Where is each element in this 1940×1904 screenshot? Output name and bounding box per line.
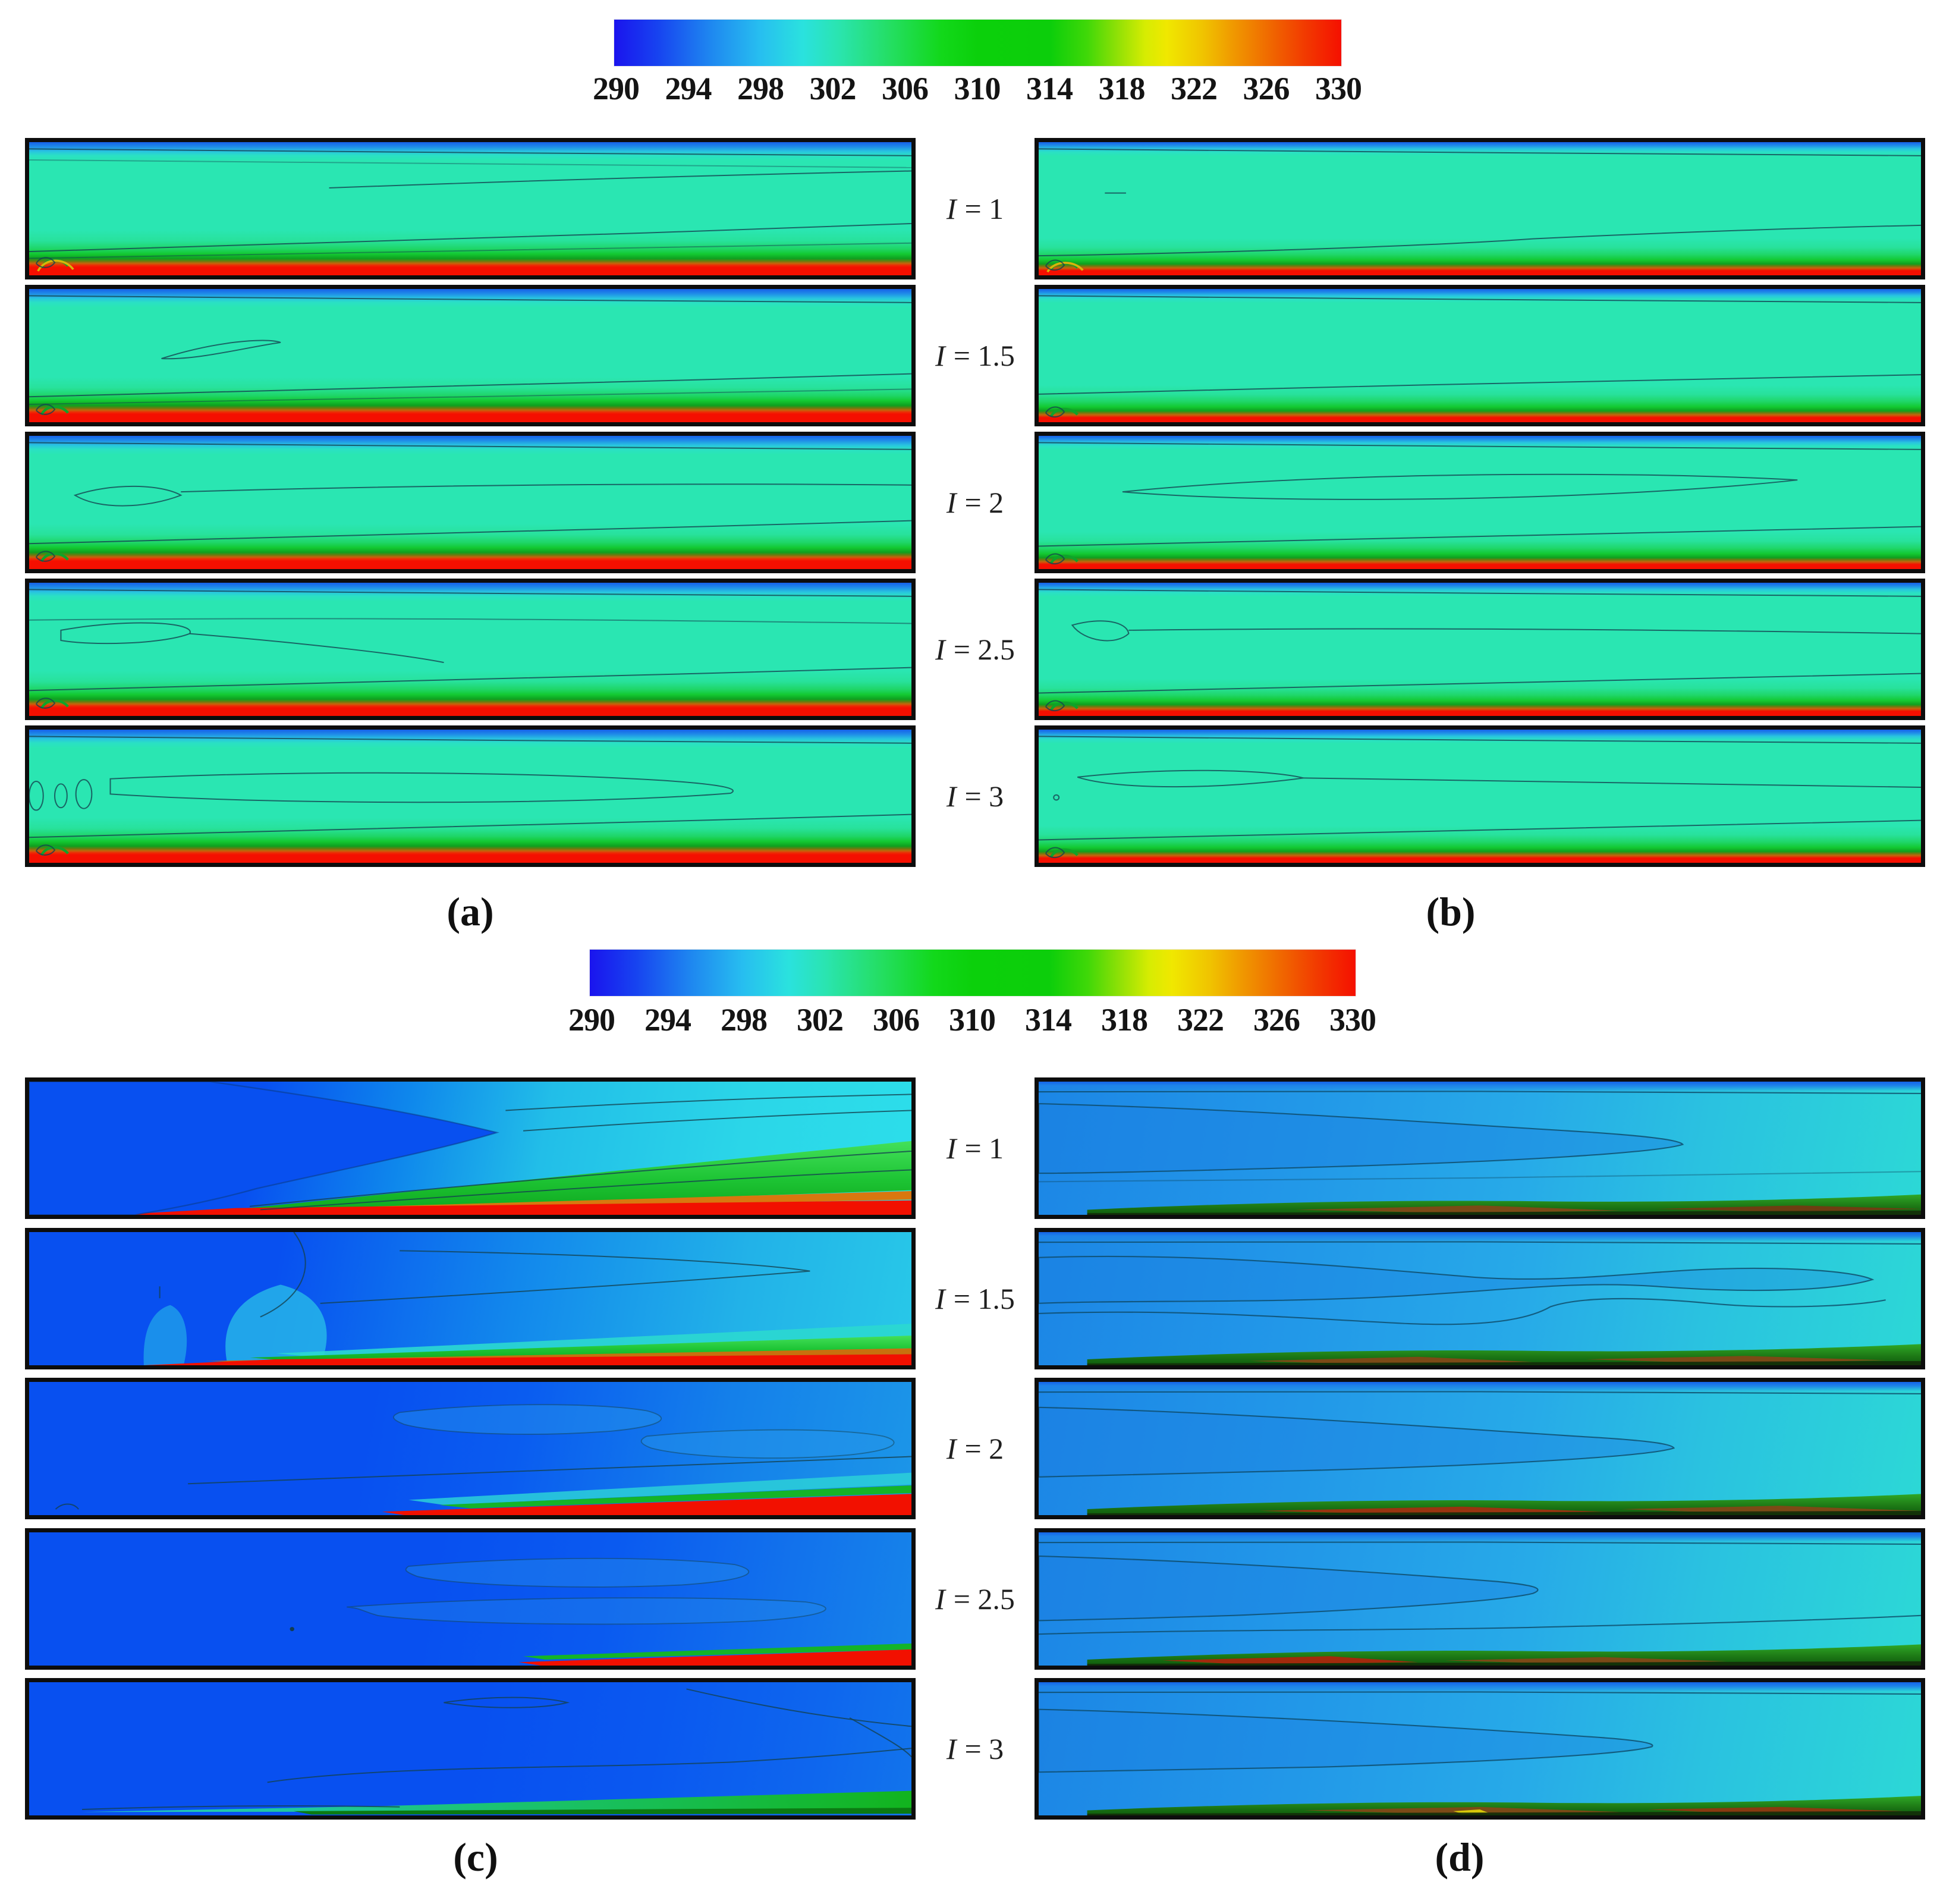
colorbar-ticks-bottom: 290 294 298 302 306 310 314 318 322 326 … [568,1001,1376,1038]
colorbar-tick: 306 [882,71,929,106]
row-label-value: = 2.5 [953,633,1015,666]
colorbar-tick: 298 [721,1002,768,1038]
row-label-i2: I = 2 [916,432,1035,573]
contour-strip-d-i15 [1035,1227,1925,1369]
row-label-value: = 3 [964,780,1004,813]
colorbar-tick: 314 [1026,71,1073,106]
row-label-i1: I = 1 [916,138,1035,279]
row-label-i25: I = 2.5 [916,579,1035,720]
contour-strip-b-i3 [1035,725,1925,867]
row-label-value: = 2.5 [953,1582,1015,1616]
row-label-symbol: I [935,1582,945,1616]
contour-strip-c-i3 [25,1678,916,1820]
colorbar-tick: 326 [1243,71,1290,106]
row-label-symbol: I [946,486,957,519]
contour-strip-d-i2 [1035,1378,1925,1519]
colorbar-tick: 322 [1171,71,1218,106]
colorbar-tick: 322 [1177,1002,1224,1038]
colorbar-tick: 326 [1253,1002,1300,1038]
row-label-i25: I = 2.5 [916,1528,1035,1670]
contour-strip-c-i25 [25,1528,916,1670]
colorbar-tick: 290 [593,71,640,106]
colorbar-tick: 318 [1101,1002,1148,1038]
row-label-i3: I = 3 [916,1678,1035,1820]
contour-strip-b-i25 [1035,579,1925,720]
contour-strip-d-i3 [1035,1678,1925,1820]
contour-strip-b-i2 [1035,432,1925,573]
contour-strip-c-i2 [25,1378,916,1519]
colorbar-ticks-top: 290 294 298 302 306 310 314 318 322 326 … [593,70,1362,107]
colorbar-tick: 298 [737,71,784,106]
contour-strip-a-i15 [25,285,916,426]
caption-a: (a) [447,889,494,934]
contour-strip-c-i1 [25,1077,916,1219]
temperature-colorbar-top [614,19,1342,67]
contour-strip-d-i1 [1035,1077,1925,1219]
colorbar-tick: 302 [797,1002,844,1038]
row-label-symbol: I [946,192,957,225]
colorbar-tick: 330 [1315,71,1362,106]
colorbar-tick: 310 [949,1002,996,1038]
row-label-i15: I = 1.5 [916,1228,1035,1369]
temperature-colorbar-bottom [589,949,1356,997]
row-label-i15: I = 1.5 [916,285,1035,426]
contour-strip-c-i15 [25,1227,916,1369]
row-label-i1: I = 1 [916,1077,1035,1219]
row-label-value: = 1.5 [953,339,1015,372]
row-label-symbol: I [946,1432,957,1465]
panel-group-bottom: I = 1 [25,1077,1925,1820]
colorbar-tick: 310 [954,71,1001,106]
row-label-value: = 1 [964,1132,1004,1165]
colorbar-tick: 306 [873,1002,920,1038]
colorbar-tick: 302 [809,71,857,106]
row-label-symbol: I [935,633,945,666]
row-label-symbol: I [946,1732,957,1765]
contour-strip-a-i25 [25,579,916,720]
contour-strip-b-i15 [1035,285,1925,426]
colorbar-tick: 318 [1098,71,1146,106]
row-label-symbol: I [935,1281,945,1315]
row-label-value: = 1 [964,192,1004,225]
contour-strip-a-i1 [25,138,916,279]
row-label-symbol: I [946,780,957,813]
caption-c: (c) [453,1834,498,1880]
row-label-symbol: I [946,1132,957,1165]
colorbar-tick: 294 [665,71,712,106]
row-label-i2: I = 2 [916,1378,1035,1519]
colorbar-tick: 290 [568,1002,615,1038]
row-label-symbol: I [935,339,945,372]
contour-strip-a-i2 [25,432,916,573]
panel-group-top: I = 1 I = 1.5 [25,138,1925,867]
colorbar-tick: 330 [1329,1002,1376,1038]
contour-strip-a-i3 [25,725,916,867]
row-label-value: = 3 [964,1732,1004,1765]
contour-strip-b-i1 [1035,138,1925,279]
row-label-value: = 2 [964,1432,1004,1465]
caption-d: (d) [1435,1834,1485,1880]
row-label-value: = 1.5 [953,1281,1015,1315]
colorbar-tick: 294 [644,1002,691,1038]
row-label-i3: I = 3 [916,725,1035,867]
colorbar-tick: 314 [1025,1002,1072,1038]
contour-strip-d-i25 [1035,1528,1925,1670]
row-label-value: = 2 [964,486,1004,519]
caption-b: (b) [1426,889,1476,934]
